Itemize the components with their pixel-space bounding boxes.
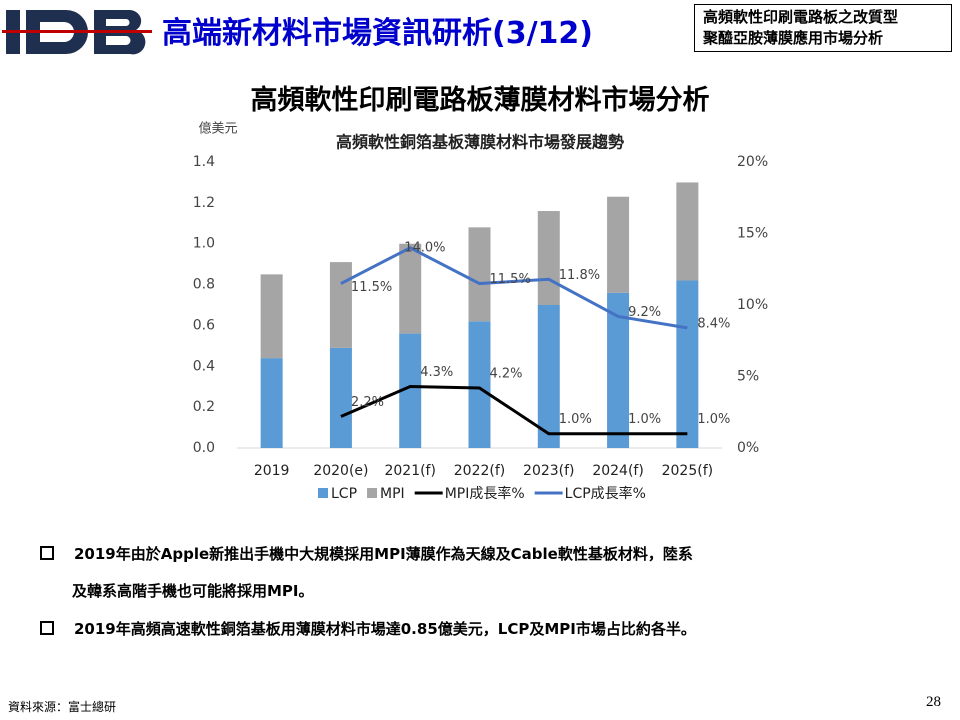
x-tick-label: 2019 [254,463,290,479]
bullet: 2019年高頻高速軟性銅箔基板用薄膜材料市場達0.85億美元，LCP及MPI市場… [40,618,696,639]
y-tick-label: 0.2 [193,399,215,415]
x-tick-label: 2020(e) [313,463,368,479]
data-label: 11.8% [559,268,600,283]
bullet-text: 及韓系高階手機也可能將採用MPI。 [72,582,314,600]
legend-label: LCP成長率% [565,485,646,502]
x-tick-label: 2023(f) [523,463,574,479]
bullet: 2019年由於Apple新推出手機中大規模採用MPI薄膜作為天線及Cable軟性… [40,543,693,564]
data-label: 9.2% [628,305,661,320]
legend-swatch [318,488,328,498]
y2-tick-label: 0% [737,440,759,456]
bar [468,321,491,448]
y2-tick-label: 10% [737,297,768,313]
chart: 高頻軟性銅箔基板薄膜材料市場發展趨勢 億美元 0.0 0.2 0.4 0.6 0.8 1.0 1… [193,121,768,503]
y2-tick-label: 5% [737,369,759,385]
bullet: 及韓系高階手機也可能將採用MPI。 [72,580,314,601]
y-tick-label: 1.2 [193,195,215,211]
bar [468,227,491,322]
chart-title: 高頻軟性銅箔基板薄膜材料市場發展趨勢 [336,133,624,152]
data-label: 8.4% [697,316,730,331]
y2-tick-label: 15% [737,226,768,242]
bar [260,358,283,448]
source: 資料來源：富士總研 [8,700,117,714]
data-label: 11.5% [351,280,392,295]
bar [329,262,352,348]
bar [399,333,422,448]
data-label: 1.0% [628,412,661,427]
bar [676,182,699,281]
line [340,246,688,330]
y2-tick-label: 20% [737,154,768,170]
bullet-text: 2019年高頻高速軟性銅箔基板用薄膜材料市場達0.85億美元，LCP及MPI市場… [74,620,696,638]
bar [607,196,630,293]
bar [676,280,699,448]
topic-box: 高頻軟性印刷電路板之改質型 聚醯亞胺薄膜應用市場分析 [694,4,952,52]
legend-label: LCP [331,486,357,502]
x-tick-label: 2021(f) [384,463,435,479]
logo [2,10,152,55]
x-tick-label: 2025(f) [662,463,713,479]
data-label: 2.2% [351,395,384,410]
legend-label: MPI [380,486,405,502]
x-tick-label: 2022(f) [454,463,505,479]
bar [607,292,630,448]
y-tick-label: 1.0 [193,236,215,252]
bar [399,243,422,334]
line [340,385,688,436]
data-label: 4.2% [490,366,523,381]
y-tick-label: 0.4 [193,358,215,374]
data-label: 14.0% [404,240,445,255]
topic-line: 聚醯亞胺薄膜應用市場分析 [703,29,884,47]
y-tick-label: 0.0 [193,440,215,456]
data-label: 1.0% [697,412,730,427]
data-label: 11.5% [490,272,531,287]
y-tick-label: 1.4 [193,154,215,170]
bar [329,347,352,448]
legend-label: MPI成長率% [445,485,525,502]
bar [537,211,560,305]
legend-swatch [367,488,378,498]
bar [260,274,283,359]
data-label: 4.3% [420,365,453,380]
slide-heading: 高頻軟性印刷電路板薄膜材料市場分析 [250,85,710,116]
data-label: 1.0% [559,412,592,427]
topic-line: 高頻軟性印刷電路板之改質型 [703,8,899,26]
y-tick-label: 0.8 [193,277,215,293]
bullet-text: 2019年由於Apple新推出手機中大規模採用MPI薄膜作為天線及Cable軟性… [74,545,693,563]
x-tick-label: 2024(f) [592,463,643,479]
bar [537,305,560,448]
y-axis-label: 億美元 [198,121,237,137]
slide-title: 高端新材料市場資訊研析(3/12) [162,16,594,51]
page-number: 28 [926,694,941,710]
y-tick-label: 0.6 [193,317,215,333]
